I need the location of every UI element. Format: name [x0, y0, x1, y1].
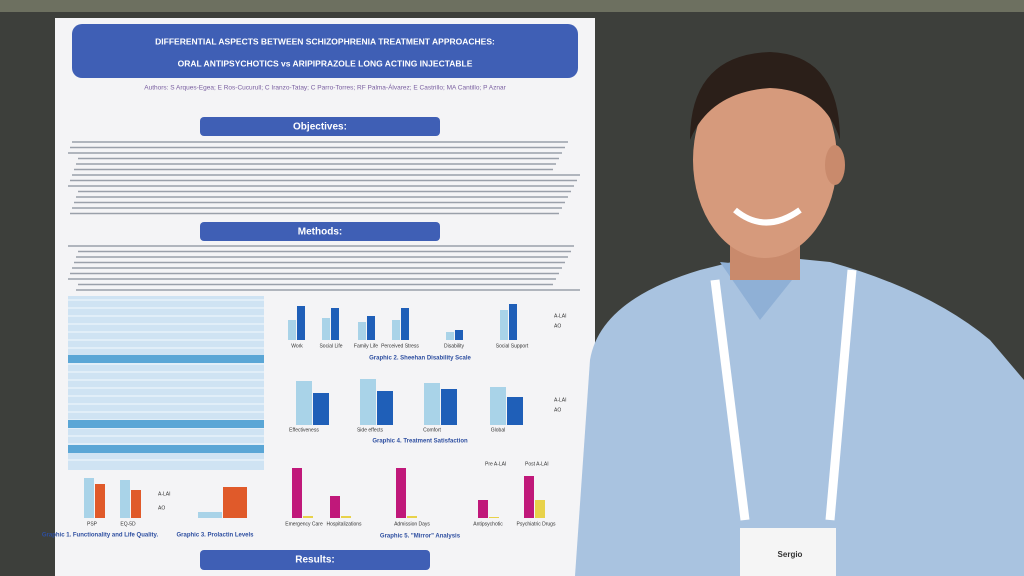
bar: [322, 318, 330, 340]
bar: [131, 490, 141, 518]
chart-label: Global: [491, 427, 505, 433]
graphic-caption: Graphic 1. Functionality and Life Qualit…: [42, 533, 159, 539]
chart-label: Comfort: [423, 427, 441, 433]
bar: [296, 381, 312, 425]
chart-label: Social Life: [319, 343, 342, 349]
bar: [407, 516, 417, 518]
title: DIFFERENTIAL ASPECTS BETWEEN SCHIZOPHREN…: [155, 36, 495, 46]
legend-label: AO: [554, 323, 561, 329]
lanyard: [825, 269, 857, 521]
shirt: [575, 255, 1024, 576]
bar: [441, 389, 457, 425]
bar: [455, 330, 463, 340]
chart-label: Admission Days: [394, 521, 430, 527]
legend-label: AO: [158, 505, 165, 511]
chart-label: Social Support: [496, 343, 529, 349]
chart-label: Antipsychotic: [473, 521, 503, 527]
bar: [360, 379, 376, 425]
bar: [478, 500, 488, 518]
face: [693, 62, 837, 258]
legend-label: AO: [554, 407, 561, 413]
bar: [396, 468, 406, 518]
chart-label: Effectiveness: [289, 427, 319, 433]
bar: [198, 512, 222, 518]
poster-charts: [84, 304, 545, 518]
section-banner: [200, 222, 440, 241]
chart-label: Psychiatric Drugs: [517, 521, 556, 527]
body-text: [68, 141, 580, 291]
chart-label: Hospitalizations: [326, 521, 362, 527]
table-rows: [68, 299, 264, 461]
legend-label: Pre A-LAI: [485, 461, 506, 467]
badge: [740, 528, 836, 576]
table-band: [68, 445, 264, 453]
bar: [341, 516, 351, 518]
table-band: [68, 420, 264, 428]
chart-label: Family Life: [354, 343, 378, 349]
legend-label: Post A-LAI: [525, 461, 549, 467]
bar: [401, 308, 409, 340]
chart-label: PSP: [87, 521, 98, 527]
bar: [84, 478, 94, 518]
wall-top: [0, 0, 1024, 12]
ear: [825, 145, 845, 185]
graphic-caption: Graphic 2. Sheehan Disability Scale: [369, 356, 471, 362]
graphic-caption: Graphic 3. Prolactin Levels: [176, 533, 254, 539]
badge-name: Sergio: [778, 550, 803, 559]
bar: [330, 496, 340, 518]
bar: [120, 480, 130, 518]
chart-label: EQ-5D: [120, 521, 136, 527]
bar: [392, 320, 400, 340]
bar: [303, 516, 313, 518]
bar: [500, 310, 508, 340]
bar: [95, 484, 105, 518]
graphic-caption: Graphic 4. Treatment Satisfaction: [372, 439, 468, 445]
bar: [358, 322, 366, 340]
bar: [331, 308, 339, 340]
chart-label: Perceived Stress: [381, 343, 419, 349]
chart-label: Emergency Care: [285, 521, 323, 527]
chart-label: Work: [291, 343, 303, 349]
table: [68, 296, 264, 470]
authors: Authors: S Arques-Egea; E Ros-Cucurull; …: [144, 83, 506, 92]
legend-label: A-LAI: [554, 313, 567, 319]
bar: [424, 383, 440, 425]
section-banner: [200, 117, 440, 136]
chart-label: Side effects: [357, 427, 384, 433]
table-band: [68, 355, 264, 363]
section-title: Methods:: [298, 227, 342, 238]
section-title: Results:: [295, 555, 334, 566]
bar: [446, 332, 454, 340]
section-title: Objectives:: [293, 122, 347, 133]
bar: [223, 487, 247, 518]
hair: [690, 52, 840, 140]
bar: [297, 306, 305, 340]
lanyard: [710, 279, 750, 521]
chart-label: Disability: [444, 343, 465, 349]
smile: [733, 207, 802, 226]
bar: [489, 517, 499, 518]
bar: [507, 397, 523, 425]
title-banner: [72, 24, 578, 78]
bar: [367, 316, 375, 340]
bar: [509, 304, 517, 340]
bar: [377, 391, 393, 425]
legend-label: A-LAI: [554, 397, 567, 403]
bar: [535, 500, 545, 518]
bar: [490, 387, 506, 425]
bar: [313, 393, 329, 425]
legend-label: A-LAI: [158, 491, 171, 497]
title: ORAL ANTIPSYCHOTICS vs ARIPIPRAZOLE LONG…: [178, 58, 473, 68]
bar: [288, 320, 296, 340]
bar: [292, 468, 302, 518]
bar: [524, 476, 534, 518]
section-banner: [200, 550, 430, 570]
graphic-caption: Graphic 5. "Mirror" Analysis: [380, 534, 461, 540]
